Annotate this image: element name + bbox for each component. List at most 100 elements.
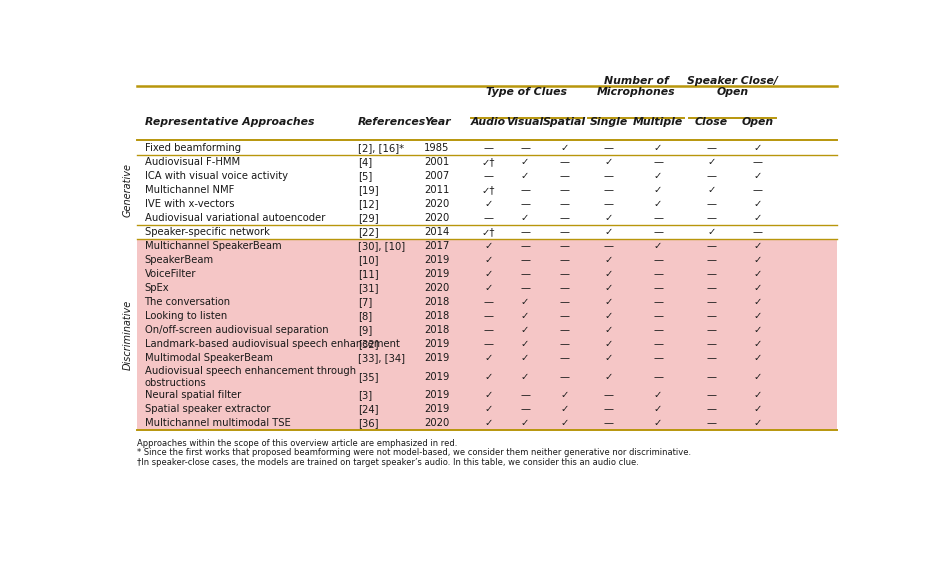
Text: ✓: ✓ (484, 199, 492, 209)
Text: —: — (653, 213, 663, 223)
Text: 2007: 2007 (425, 171, 449, 181)
Text: —: — (603, 418, 614, 428)
Bar (137, 323, 837, 337)
Text: —: — (560, 213, 570, 223)
Text: —: — (752, 185, 763, 195)
Text: [30], [10]: [30], [10] (358, 241, 405, 251)
Text: ✓: ✓ (560, 418, 569, 428)
Text: —: — (521, 255, 530, 265)
Text: [9]: [9] (358, 325, 372, 335)
Text: 2020: 2020 (425, 418, 449, 428)
Text: —: — (707, 404, 716, 414)
Text: ✓: ✓ (753, 213, 762, 223)
Text: ✓: ✓ (521, 325, 529, 335)
Text: —: — (707, 372, 716, 381)
Text: ✓†: ✓† (482, 157, 495, 167)
Text: ✓: ✓ (707, 227, 715, 237)
Text: —: — (560, 325, 570, 335)
Text: ✓: ✓ (484, 404, 492, 414)
Text: —: — (653, 339, 663, 349)
Text: ✓: ✓ (484, 269, 492, 279)
Text: ✓: ✓ (753, 269, 762, 279)
Text: —: — (521, 390, 530, 400)
Text: ✓: ✓ (604, 311, 613, 321)
Text: Type of Clues: Type of Clues (486, 87, 567, 97)
Text: 2018: 2018 (425, 297, 449, 307)
Text: [10]: [10] (358, 255, 378, 265)
Text: 2020: 2020 (425, 213, 449, 223)
Text: 2014: 2014 (425, 227, 449, 237)
Text: 2017: 2017 (425, 241, 449, 251)
Text: ✓: ✓ (753, 353, 762, 363)
Text: ✓: ✓ (753, 297, 762, 307)
Text: 2019: 2019 (425, 353, 449, 363)
Text: ✓: ✓ (654, 404, 662, 414)
Text: Looking to listen: Looking to listen (144, 311, 227, 321)
Text: —: — (603, 185, 614, 195)
Text: —: — (560, 297, 570, 307)
Text: [19]: [19] (358, 185, 379, 195)
Text: ✓: ✓ (521, 353, 529, 363)
Text: ✓: ✓ (484, 372, 492, 381)
Text: * Since the first works that proposed beamforming were not model-based, we consi: * Since the first works that proposed be… (137, 448, 692, 458)
Text: —: — (707, 390, 716, 400)
Text: ✓: ✓ (604, 283, 613, 293)
Text: ✓: ✓ (604, 353, 613, 363)
Text: Neural spatial filter: Neural spatial filter (144, 390, 240, 400)
Text: ✓: ✓ (753, 339, 762, 349)
Text: —: — (653, 283, 663, 293)
Text: ✓: ✓ (604, 269, 613, 279)
Bar (137, 403, 837, 417)
Text: ✓: ✓ (707, 157, 715, 167)
Text: —: — (752, 157, 763, 167)
Text: ✓: ✓ (560, 390, 569, 400)
Bar (137, 389, 837, 403)
Text: ✓: ✓ (753, 418, 762, 428)
Text: 2001: 2001 (425, 157, 449, 167)
Text: —: — (707, 199, 716, 209)
Text: ICA with visual voice activity: ICA with visual voice activity (144, 171, 288, 181)
Text: ✓: ✓ (753, 171, 762, 181)
Text: Single: Single (590, 117, 628, 127)
Text: —: — (653, 311, 663, 321)
Text: —: — (560, 269, 570, 279)
Text: —: — (560, 171, 570, 181)
Text: SpEx: SpEx (144, 283, 169, 293)
Bar (137, 253, 837, 267)
Text: Representative Approaches: Representative Approaches (144, 117, 314, 127)
Text: ✓: ✓ (654, 185, 662, 195)
Text: ✓: ✓ (604, 157, 613, 167)
Text: —: — (707, 171, 716, 181)
Text: The conversation: The conversation (144, 297, 231, 307)
Text: —: — (707, 283, 716, 293)
Text: —: — (603, 199, 614, 209)
Text: —: — (603, 390, 614, 400)
Bar (137, 351, 837, 365)
Text: —: — (653, 325, 663, 335)
Text: —: — (521, 199, 530, 209)
Text: —: — (560, 241, 570, 251)
Text: ✓: ✓ (654, 171, 662, 181)
Text: —: — (707, 418, 716, 428)
Text: Fixed beamforming: Fixed beamforming (144, 143, 240, 153)
Text: Multichannel multimodal TSE: Multichannel multimodal TSE (144, 418, 291, 428)
Text: —: — (521, 227, 530, 237)
Text: ✓: ✓ (521, 418, 529, 428)
Text: ✓: ✓ (521, 157, 529, 167)
Text: 2018: 2018 (425, 325, 449, 335)
Text: —: — (560, 227, 570, 237)
Text: —: — (653, 255, 663, 265)
Text: ✓: ✓ (521, 311, 529, 321)
Text: —: — (707, 143, 716, 153)
Text: [8]: [8] (358, 311, 372, 321)
Text: ✓: ✓ (753, 325, 762, 335)
Bar (137, 281, 837, 295)
Text: —: — (560, 185, 570, 195)
Text: Audiovisual speech enhancement through
obstructions: Audiovisual speech enhancement through o… (144, 366, 355, 388)
Text: Multichannel SpeakerBeam: Multichannel SpeakerBeam (144, 241, 281, 251)
Text: —: — (603, 404, 614, 414)
Text: —: — (560, 339, 570, 349)
Text: —: — (484, 143, 493, 153)
Bar (137, 417, 837, 430)
Text: —: — (484, 339, 493, 349)
